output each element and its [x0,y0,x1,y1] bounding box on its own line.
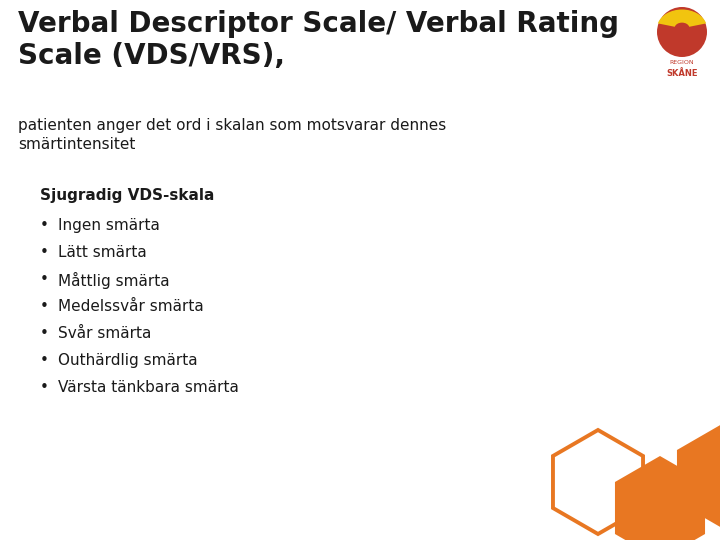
Text: Ingen smärta: Ingen smärta [58,218,160,233]
Text: Sjugradig VDS-skala: Sjugradig VDS-skala [40,188,215,203]
Text: •: • [40,245,49,260]
Text: patienten anger det ord i skalan som motsvarar dennes
smärtintensitet: patienten anger det ord i skalan som mot… [18,118,446,152]
Text: Måttlig smärta: Måttlig smärta [58,272,170,289]
Text: •: • [40,299,49,314]
Polygon shape [615,456,705,540]
Polygon shape [677,424,720,528]
Text: Lätt smärta: Lätt smärta [58,245,147,260]
Text: •: • [40,272,49,287]
Wedge shape [658,10,706,27]
Text: Medelssvår smärta: Medelssvår smärta [58,299,204,314]
Text: •: • [40,326,49,341]
Text: •: • [40,353,49,368]
Polygon shape [553,430,643,534]
Text: Svår smärta: Svår smärta [58,326,151,341]
Text: Värsta tänkbara smärta: Värsta tänkbara smärta [58,380,239,395]
Text: •: • [40,218,49,233]
Text: Verbal Descriptor Scale/ Verbal Rating
Scale (VDS/VRS),: Verbal Descriptor Scale/ Verbal Rating S… [18,10,619,70]
Text: Outhärdlig smärta: Outhärdlig smärta [58,353,197,368]
Text: •: • [40,380,49,395]
Ellipse shape [657,7,707,57]
Text: SKÅNE: SKÅNE [666,69,698,78]
Text: REGION: REGION [670,60,694,65]
